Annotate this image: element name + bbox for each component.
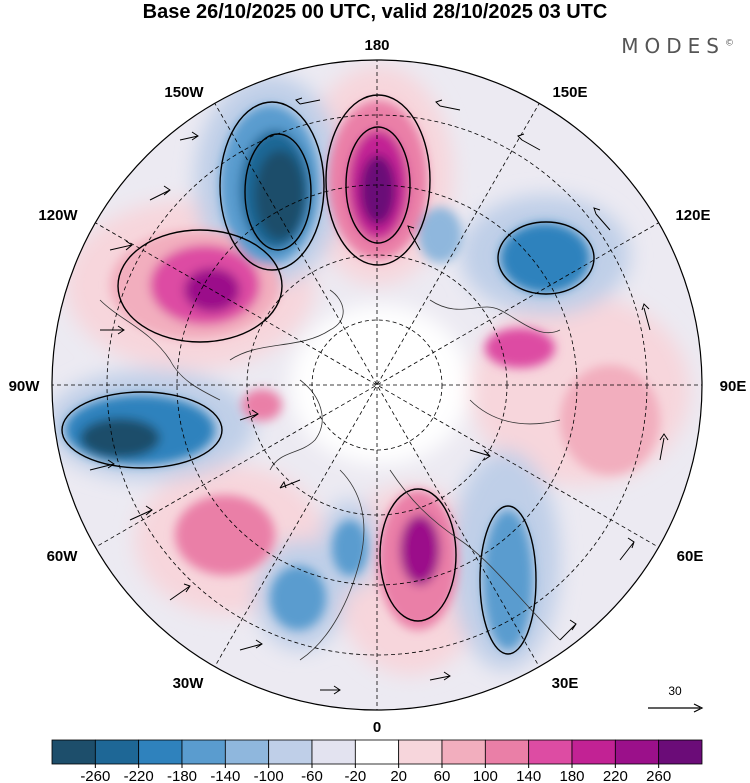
label-120w: 120W — [38, 207, 78, 224]
colorbar-tick-label: -180 — [167, 768, 197, 783]
colorbar-swatch — [311, 739, 356, 765]
label-120e: 120E — [675, 207, 710, 224]
label-150e: 150E — [552, 84, 587, 101]
positive-anomaly-core — [175, 495, 275, 575]
colorbar-swatch — [138, 739, 183, 765]
brand-mark: © — [725, 38, 734, 49]
colorbar: -260 -220 -180 -140 -100 -60 -20 20 60 100 140 180 2… — [51, 739, 703, 783]
label-150w: 150W — [164, 84, 204, 101]
colorbar-tick-label: -20 — [344, 768, 366, 783]
colorbar-tick-label: 140 — [516, 768, 541, 783]
colorbar-tick-label: -260 — [80, 768, 110, 783]
map-boundary — [51, 59, 703, 711]
label-90e: 90E — [720, 378, 747, 395]
positive-anomaly-core — [400, 515, 440, 585]
label-180: 180 — [364, 37, 389, 54]
colorbar-tick-label: -100 — [254, 768, 284, 783]
colorbar-swatch — [571, 739, 616, 765]
colorbar-tick-label: 100 — [473, 768, 498, 783]
colorbar-swatch — [354, 739, 400, 765]
wind-vectors — [89, 97, 669, 695]
colorbar-tick-label: -60 — [301, 768, 323, 783]
positive-anomaly-core — [560, 365, 660, 475]
negative-anomaly-core — [255, 150, 305, 240]
label-60e: 60E — [677, 548, 704, 565]
negative-anomaly-core — [332, 520, 368, 576]
negative-anomaly-core — [483, 510, 533, 650]
colorbar-tick-label: 220 — [603, 768, 628, 783]
reference-arrow-head — [693, 703, 704, 713]
negative-anomaly-core — [270, 566, 326, 630]
reference-vector-label: 30 — [668, 684, 682, 698]
colorbar-swatch — [528, 739, 573, 765]
negative-anomaly-core — [80, 418, 160, 458]
colorbar-swatch — [51, 739, 96, 765]
label-60w: 60W — [47, 548, 79, 565]
brand-text: MODES — [621, 34, 725, 58]
longitude-labels: 180 150W 150E 120W 120E 90W 90E 60W 60E … — [9, 37, 747, 736]
colorbar-swatch — [181, 739, 226, 765]
colorbar-tick-label: 20 — [390, 768, 407, 783]
colorbar-tick-label: 260 — [646, 768, 671, 783]
label-30e: 30E — [552, 675, 579, 692]
contour-lines — [61, 94, 595, 655]
label-0: 0 — [373, 719, 381, 736]
label-90w: 90W — [9, 378, 41, 395]
colorbar-swatch — [94, 739, 140, 765]
coastlines — [99, 289, 561, 661]
colorbar-swatch — [484, 739, 530, 765]
negative-anomaly-core — [500, 223, 590, 293]
negative-anomaly-core — [418, 207, 462, 263]
anomaly-field — [52, 60, 702, 710]
positive-anomaly-core — [485, 328, 555, 368]
colorbar-swatch — [658, 739, 703, 765]
colorbar-swatch — [224, 739, 270, 765]
colorbar-tick-label: -140 — [210, 768, 240, 783]
graticule — [52, 60, 702, 710]
map-title: Base 26/10/2025 00 UTC, valid 28/10/2025… — [142, 1, 608, 23]
positive-anomaly-core — [242, 389, 282, 421]
colorbar-tick-label: 180 — [559, 768, 584, 783]
colorbar-swatch — [441, 739, 486, 765]
colorbar-swatch — [268, 739, 313, 765]
positive-anomaly-core — [360, 155, 396, 225]
colorbar-swatch — [614, 739, 660, 765]
label-30w: 30W — [173, 675, 205, 692]
colorbar-tick-label: 60 — [434, 768, 451, 783]
colorbar-tick-label: -220 — [124, 768, 154, 783]
modes-logo: MODES© — [621, 34, 734, 58]
colorbar-swatch — [398, 739, 443, 765]
reference-vector: 30 — [648, 684, 704, 713]
